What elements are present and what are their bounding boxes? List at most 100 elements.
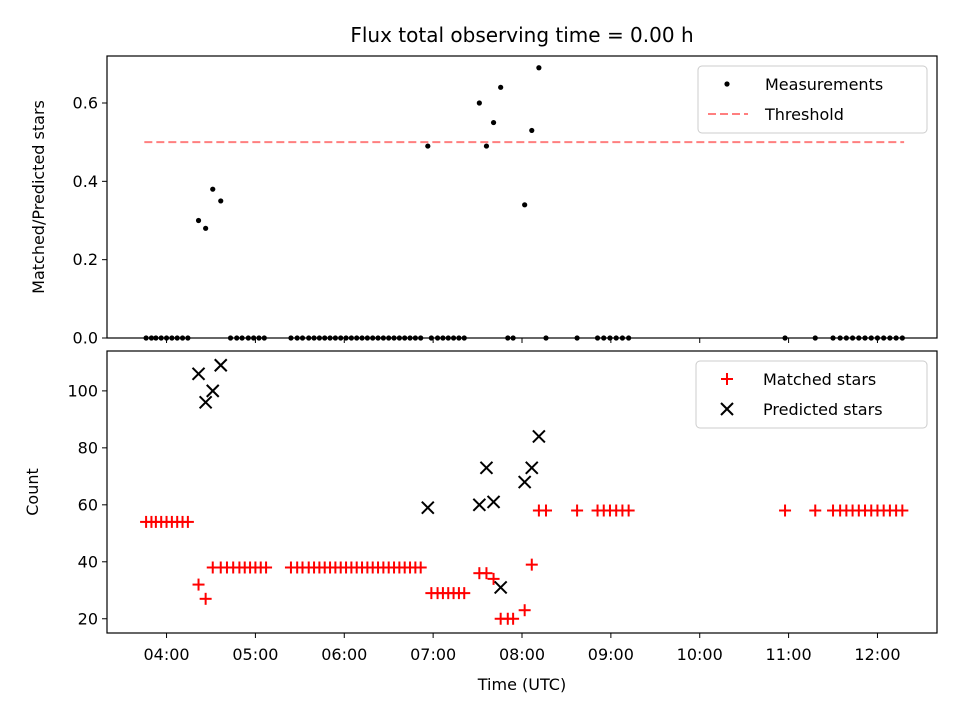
top-legend-box bbox=[697, 65, 928, 134]
x-tick-label: 08:00 bbox=[499, 645, 545, 664]
measurement-point bbox=[354, 335, 360, 341]
predicted-stars-point bbox=[517, 475, 532, 489]
top-y-ticks: 0.0 0.2 0.4 0.6 bbox=[73, 94, 107, 348]
y-tick-label: 0.4 bbox=[73, 172, 98, 191]
predicted-stars-point bbox=[472, 498, 487, 512]
x-tick-label: 04:00 bbox=[143, 645, 189, 664]
measurement-point bbox=[239, 335, 245, 341]
measurement-point bbox=[288, 335, 294, 341]
measurement-point bbox=[510, 335, 516, 341]
measurement-point bbox=[143, 335, 149, 341]
measurement-point bbox=[348, 335, 354, 341]
matched-stars-point bbox=[192, 578, 205, 591]
measurement-point bbox=[418, 335, 424, 341]
predicted-stars-point bbox=[421, 500, 435, 515]
measurement-point bbox=[311, 335, 317, 341]
measurement-point bbox=[856, 335, 862, 341]
measurement-point bbox=[402, 335, 408, 341]
predicted-stars-point bbox=[214, 358, 228, 372]
measurement-point bbox=[868, 335, 874, 341]
x-tick-label: 09:00 bbox=[588, 645, 634, 664]
matched-stars-point bbox=[507, 612, 520, 625]
matched-stars-point bbox=[518, 604, 531, 617]
measurement-point bbox=[412, 335, 418, 341]
top-panel: Matched/Predicted stars 0.0 0.2 0.4 0.6 Mea… bbox=[29, 55, 938, 348]
bottom-plot-marks bbox=[140, 358, 909, 625]
measurement-point bbox=[543, 335, 549, 341]
matched-stars-point bbox=[458, 587, 471, 600]
measurement-point bbox=[881, 335, 887, 341]
measurement-point bbox=[185, 335, 191, 341]
chart-title: Flux total observing time = 0.00 h bbox=[350, 23, 693, 47]
measurement-point bbox=[899, 335, 905, 341]
measurement-point bbox=[338, 335, 344, 341]
bottom-y-axis-title: Count bbox=[23, 468, 42, 516]
y-tick-label: 20 bbox=[78, 609, 98, 628]
measurement-point bbox=[887, 335, 893, 341]
matched-stars-point bbox=[539, 504, 552, 517]
legend-predicted-label: Predicted stars bbox=[763, 400, 883, 419]
measurement-point bbox=[837, 335, 843, 341]
predicted-stars-point bbox=[198, 395, 213, 409]
matched-stars-point bbox=[896, 504, 909, 517]
measurement-point bbox=[396, 335, 402, 341]
measurement-point bbox=[536, 65, 542, 71]
measurement-point bbox=[782, 335, 788, 341]
measurement-point bbox=[619, 335, 626, 341]
matched-stars-point bbox=[809, 504, 822, 517]
measurement-point bbox=[294, 335, 300, 341]
top-plot-marks bbox=[143, 65, 905, 341]
measurement-point bbox=[613, 335, 619, 341]
measurement-point bbox=[893, 335, 899, 341]
measurement-point bbox=[594, 335, 601, 341]
bottom-x-ticks: 04:00 05:00 06:00 07:00 08:00 09:00 10:00 11:00… bbox=[143, 633, 901, 664]
measurement-point bbox=[476, 100, 482, 106]
measurement-point bbox=[445, 335, 451, 341]
predicted-stars-point bbox=[493, 580, 508, 595]
measurement-point bbox=[434, 335, 441, 341]
legend-threshold-label: Threshold bbox=[764, 105, 844, 124]
y-tick-label: 80 bbox=[78, 438, 98, 457]
measurement-point bbox=[245, 335, 251, 341]
predicted-stars-point bbox=[191, 367, 206, 381]
legend-matched-label: Matched stars bbox=[763, 370, 876, 389]
measurement-point bbox=[299, 335, 306, 341]
measurement-point bbox=[522, 202, 528, 208]
measurement-point bbox=[456, 335, 462, 341]
measurement-point bbox=[386, 335, 392, 341]
measurement-point bbox=[364, 335, 370, 341]
measurement-point bbox=[461, 335, 467, 341]
y-tick-label: 100 bbox=[67, 381, 98, 400]
measurement-point bbox=[812, 335, 818, 341]
top-legend: Measurements Threshold bbox=[697, 65, 928, 134]
x-tick-label: 10:00 bbox=[677, 645, 723, 664]
measurement-point bbox=[203, 225, 209, 231]
measurement-point bbox=[359, 335, 365, 341]
x-tick-label: 07:00 bbox=[410, 645, 456, 664]
bottom-legend: Matched stars Predicted stars bbox=[695, 360, 928, 429]
measurement-point bbox=[174, 335, 180, 341]
measurement-point bbox=[391, 335, 397, 341]
measurement-point bbox=[425, 143, 431, 149]
y-tick-label: 0.2 bbox=[73, 250, 98, 269]
measurement-point bbox=[862, 335, 868, 341]
measurement-point bbox=[849, 335, 856, 341]
measurement-point bbox=[440, 335, 446, 341]
predicted-stars-point bbox=[532, 429, 546, 444]
measurement-point bbox=[169, 335, 175, 341]
matched-stars-point bbox=[480, 567, 493, 580]
top-y-axis-title: Matched/Predicted stars bbox=[29, 100, 48, 294]
measurement-point bbox=[148, 335, 155, 341]
measurement-point bbox=[227, 335, 234, 341]
measurement-point bbox=[490, 119, 497, 126]
matched-stars-point bbox=[779, 504, 792, 517]
measurement-point bbox=[450, 335, 457, 341]
y-tick-label: 40 bbox=[78, 552, 98, 571]
measurement-point bbox=[505, 335, 511, 341]
predicted-stars-point bbox=[479, 461, 494, 475]
measurement-point bbox=[179, 335, 186, 341]
y-tick-label: 0.0 bbox=[73, 329, 98, 348]
measurement-point bbox=[256, 335, 262, 341]
x-tick-label: 06:00 bbox=[321, 645, 367, 664]
